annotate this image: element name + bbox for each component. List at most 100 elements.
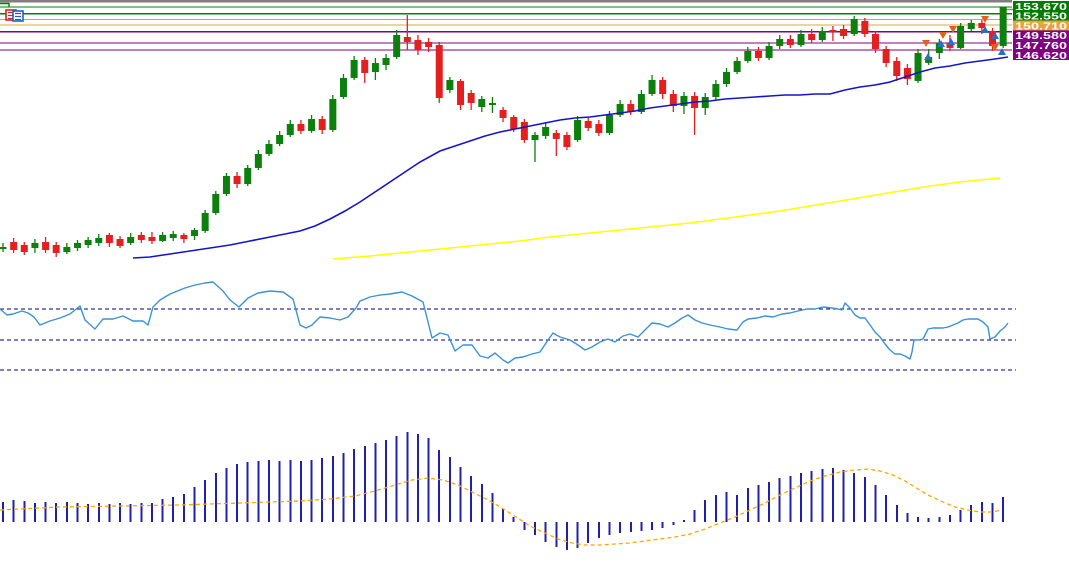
candle-body (829, 29, 837, 32)
candle-body (414, 39, 422, 50)
candle-body (733, 60, 741, 72)
candle-body (52, 244, 60, 253)
macd-pane (0, 432, 1005, 550)
buy-arrow-icon (924, 53, 932, 60)
candle-body (882, 49, 890, 63)
candle-body (116, 239, 124, 246)
price-axis-label: 150.710 (1013, 20, 1069, 32)
candle-body (159, 234, 167, 241)
candle-body (446, 79, 454, 90)
candle-body (222, 175, 230, 194)
buy-arrow-icon (937, 40, 945, 47)
sell-arrow-icon (939, 32, 947, 39)
candle-body (616, 104, 624, 115)
candle-body (31, 242, 39, 248)
candle-body (776, 39, 784, 46)
candle-body (754, 50, 762, 58)
candle-body (808, 34, 816, 40)
price-label-bg (1013, 20, 1069, 31)
candle-body (595, 124, 603, 133)
buy-arrow-icon (998, 48, 1006, 55)
price-axis-label: 153.670 (1013, 1, 1069, 13)
candle-body (967, 22, 975, 30)
candle-body (478, 99, 486, 107)
candle-body (627, 104, 635, 112)
window-top-border (0, 0, 1012, 3)
candle-body (871, 34, 879, 50)
buy-arrow-icon (991, 32, 999, 39)
candle-body (148, 237, 156, 241)
candle-body (648, 79, 656, 95)
toolbar-icons (5, 9, 24, 22)
ma-fast-line (132, 56, 1009, 259)
candle-body (84, 239, 92, 245)
candle-body (297, 124, 305, 131)
price-axis-label: 147.760 (1013, 40, 1069, 52)
candle-body (999, 7, 1007, 46)
candle-body (105, 234, 113, 243)
candle-body (457, 80, 465, 105)
price-label-bg (1013, 1, 1069, 11)
main-price-pane (0, 0, 1021, 260)
candle-body (201, 212, 209, 231)
macd-histogram (2, 432, 1005, 550)
candle-body (467, 92, 475, 103)
candle-body (276, 134, 284, 145)
buy-arrow-icon (981, 26, 989, 33)
price-label-bg (1013, 10, 1069, 21)
candle-body (605, 114, 613, 133)
candle-body (382, 57, 390, 65)
price-axis-label: 146.620 (1013, 50, 1069, 62)
ma-slow-line (332, 177, 1001, 260)
candle-body (137, 234, 145, 240)
candle-body (308, 119, 316, 131)
candle-body (574, 119, 582, 140)
candle-body (191, 229, 199, 236)
candle-body (744, 50, 752, 61)
chart-begin-marker-icon (0, 2, 10, 7)
candle-body (712, 84, 720, 97)
sell-arrow-icon (981, 16, 989, 23)
candle-body (73, 242, 81, 248)
candle-body (244, 167, 252, 185)
candle-body (127, 237, 135, 243)
candle-body (935, 42, 943, 53)
indicator-list-blue-icon[interactable] (12, 10, 24, 22)
candle-body (914, 52, 922, 81)
candle-body (371, 62, 379, 72)
candle-body (584, 120, 592, 128)
candle-body (701, 97, 709, 108)
candle-body (520, 122, 528, 140)
price-label-bg (1013, 30, 1069, 41)
candle-body (393, 34, 401, 57)
candle-body (212, 193, 220, 213)
candle-body (680, 95, 688, 106)
candle-body (978, 22, 986, 28)
price-label-text: 153.670 (1015, 1, 1067, 13)
candlestick-series[interactable] (0, 6, 1007, 257)
price-axis-label: 152.550 (1013, 11, 1069, 23)
macd-signal-line (0, 468, 1003, 546)
price-axis-label: 149.580 (1013, 30, 1069, 42)
candle-body (42, 242, 50, 250)
candle-body (403, 37, 411, 42)
candle-body (350, 59, 358, 78)
price-label-bg (1013, 40, 1069, 51)
candle-body (499, 109, 507, 118)
candle-body (903, 67, 911, 80)
candle-body (723, 72, 731, 85)
candle-body (286, 124, 294, 135)
candle-body (552, 132, 560, 139)
price-axis-labels: 153.670152.550150.710149.580147.760146.6… (1013, 1, 1069, 62)
candle-body (63, 247, 71, 252)
candle-body (95, 237, 103, 243)
candle-body (659, 79, 667, 95)
candle-body (531, 134, 539, 140)
candle-body (850, 19, 858, 35)
candle-body (957, 25, 965, 48)
sell-arrow-icon (949, 26, 957, 33)
price-label-bg (1013, 50, 1069, 60)
price-label-text: 149.580 (1015, 30, 1067, 42)
